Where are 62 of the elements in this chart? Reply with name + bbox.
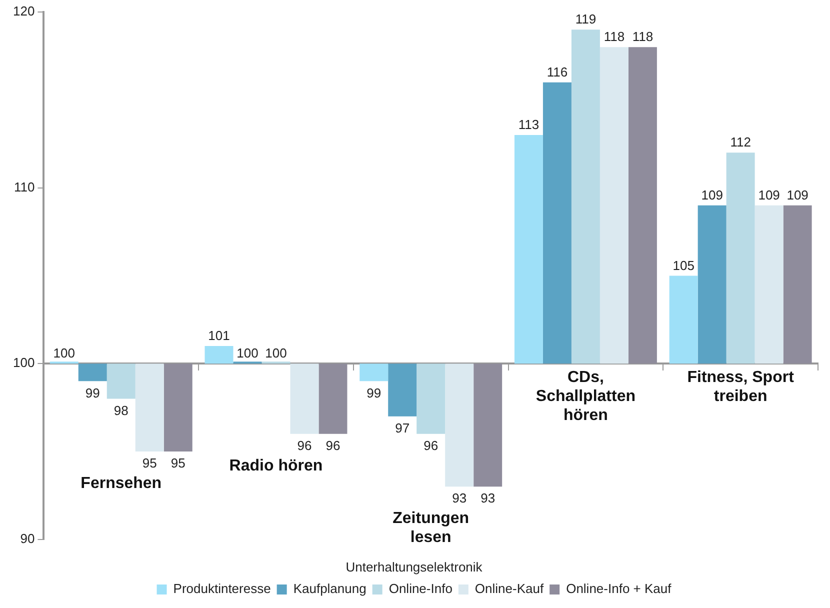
- data-label: 93: [480, 490, 496, 506]
- data-label: 96: [297, 438, 312, 453]
- y-tick-label: 90: [20, 530, 35, 546]
- data-label: 96: [424, 438, 438, 453]
- legend-label: Online-Info + Kauf: [566, 581, 672, 596]
- data-label: 100: [53, 346, 75, 361]
- data-label: 100: [265, 346, 287, 361]
- data-label: 113: [518, 117, 540, 132]
- bar: [628, 47, 657, 364]
- bar: [164, 364, 192, 452]
- data-label: 116: [546, 64, 568, 80]
- bar: [600, 47, 628, 364]
- data-label: 95: [142, 456, 157, 471]
- bar: [445, 364, 474, 487]
- bar: [474, 364, 502, 487]
- x-tick-label: Fernsehen: [80, 474, 162, 492]
- data-label: 95: [170, 456, 186, 471]
- bar: [135, 364, 164, 452]
- bar: [318, 364, 348, 434]
- x-tick-label: Zeitungen lesen: [392, 510, 470, 546]
- data-label: 119: [575, 12, 596, 27]
- data-label: 93: [452, 490, 467, 506]
- bar: [542, 82, 572, 364]
- data-label: 96: [326, 438, 340, 453]
- data-label: 99: [85, 385, 100, 400]
- bar: [416, 364, 446, 434]
- data-label: 98: [114, 402, 128, 418]
- data-label: 105: [672, 258, 694, 273]
- data-label: 101: [208, 328, 230, 344]
- data-label: 100: [236, 346, 258, 361]
- x-tick-label: Radio hören: [229, 457, 323, 474]
- data-label: 109: [701, 187, 723, 202]
- bar: [698, 205, 726, 364]
- y-tick-label: 120: [12, 4, 35, 19]
- legend-label: Online-Kauf: [474, 581, 544, 596]
- bar: [360, 364, 388, 382]
- legend-title: Unterhaltungselektronik: [346, 559, 483, 574]
- bar: [78, 364, 107, 382]
- bar: [571, 30, 600, 364]
- x-tick-label: CDs, Schallplatten hören: [536, 369, 636, 424]
- data-label: 109: [786, 187, 808, 202]
- bar: [514, 135, 543, 364]
- data-label: 109: [758, 187, 780, 202]
- legend-label: Online-Info: [388, 581, 452, 596]
- bar: [669, 276, 698, 364]
- data-label: 97: [395, 420, 410, 436]
- data-label: 99: [366, 385, 382, 400]
- data-label: 112: [730, 134, 751, 150]
- bar: [726, 152, 755, 364]
- data-label: 118: [632, 29, 654, 44]
- legend-label: Produktinteresse: [173, 581, 271, 596]
- bar: [783, 205, 812, 364]
- data-label: 118: [604, 29, 625, 44]
- bar: [388, 364, 417, 416]
- legend-label: Kaufplanung: [293, 581, 366, 596]
- bar: [204, 346, 234, 364]
- y-tick-label: 100: [12, 355, 35, 370]
- bar: [290, 364, 319, 434]
- bar: [106, 364, 136, 399]
- bar: [754, 205, 784, 364]
- x-tick-label: Fitness, Sport treiben: [687, 369, 795, 406]
- y-tick-label: 110: [14, 179, 35, 194]
